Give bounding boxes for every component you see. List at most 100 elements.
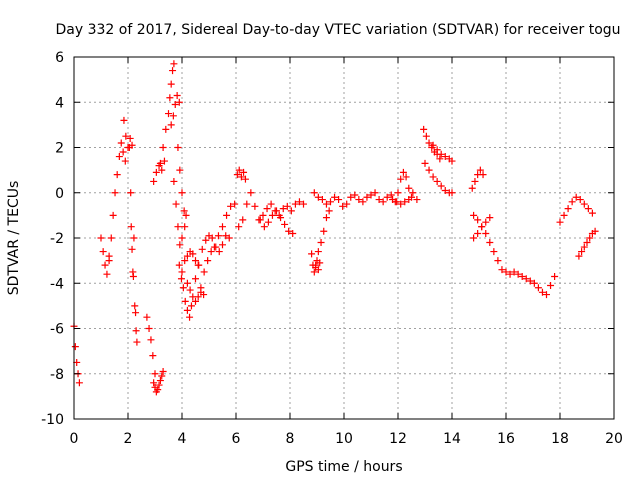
data-point [130,234,138,242]
data-point [178,234,186,242]
series-s31 [470,211,559,299]
data-point [259,211,267,219]
data-point [183,306,191,314]
data-point [251,202,259,210]
data-point [237,173,245,181]
series-s12 [174,144,190,219]
data-point [240,168,248,176]
data-point [202,236,210,244]
data-point [494,257,502,265]
series-s03 [105,139,129,260]
y-tick-label: -4 [50,276,64,292]
data-point [143,313,151,321]
data-point [109,211,117,219]
x-tick-label: 18 [551,431,569,447]
data-point [551,272,559,280]
data-point [441,186,449,194]
data-point [556,218,564,226]
data-point [71,343,79,351]
data-point [314,193,322,201]
data-point [186,286,194,294]
data-point [147,336,155,344]
data-point [470,211,478,219]
data-point [174,223,182,231]
data-point [277,214,285,222]
data-point [117,139,125,147]
data-point [215,248,223,256]
data-point [547,282,555,290]
data-point [413,196,421,204]
data-point [568,198,576,206]
data-point [401,198,409,206]
data-point [429,173,437,181]
data-point [399,168,407,176]
data-point [425,166,433,174]
x-tick-label: 10 [335,431,353,447]
data-point [222,232,230,240]
data-point [471,177,479,185]
data-point [165,110,172,118]
data-point [154,386,162,394]
data-point [179,284,187,292]
data-point [158,166,166,174]
data-point [285,227,293,235]
data-point [317,239,325,247]
data-point [405,196,413,204]
y-axis-tick-labels: -10 -8 -6 -4 -2 0 2 4 6 [41,50,64,428]
y-axis-label: SDTVAR / TECUs [6,181,22,296]
series-s20 [235,189,307,231]
data-point [310,268,318,276]
data-point [308,250,316,258]
data-point [289,229,297,237]
data-point [482,229,490,237]
data-point [103,270,111,278]
data-point [119,148,127,156]
data-point [235,223,243,231]
data-point [105,252,113,260]
data-point [111,189,119,197]
data-point [115,153,123,161]
data-point [223,211,231,219]
data-point [175,98,183,106]
data-point [127,189,135,197]
data-point [580,200,588,208]
series-s10 [156,60,178,167]
data-point [522,275,530,283]
data-point [160,157,168,165]
data-point [478,223,486,231]
data-point [198,245,206,253]
data-point [127,223,135,231]
data-point [273,207,280,215]
series-s09 [150,157,168,185]
data-marks [70,60,599,396]
data-point [267,200,275,208]
series-s18 [197,200,239,296]
data-point [327,198,334,206]
data-point [300,200,307,208]
series-s30 [468,166,487,192]
series-s28 [421,159,456,197]
data-point [510,268,518,276]
y-tick-label: -10 [41,412,64,428]
data-point [173,91,181,99]
data-point [264,218,272,226]
data-point [359,198,367,206]
data-point [578,248,586,256]
data-point [502,268,510,276]
data-point [588,209,596,217]
data-point [182,211,190,219]
data-point [486,214,494,222]
series-s23 [312,207,333,269]
data-point [409,189,417,197]
y-tick-label: 0 [55,186,64,202]
y-tick-label: -2 [50,231,64,247]
data-point [283,202,291,210]
data-point [227,202,235,210]
data-point [314,266,322,274]
data-point [247,189,255,197]
data-point [175,261,183,269]
data-point [210,243,218,251]
data-point [128,245,136,253]
data-point [181,223,189,231]
